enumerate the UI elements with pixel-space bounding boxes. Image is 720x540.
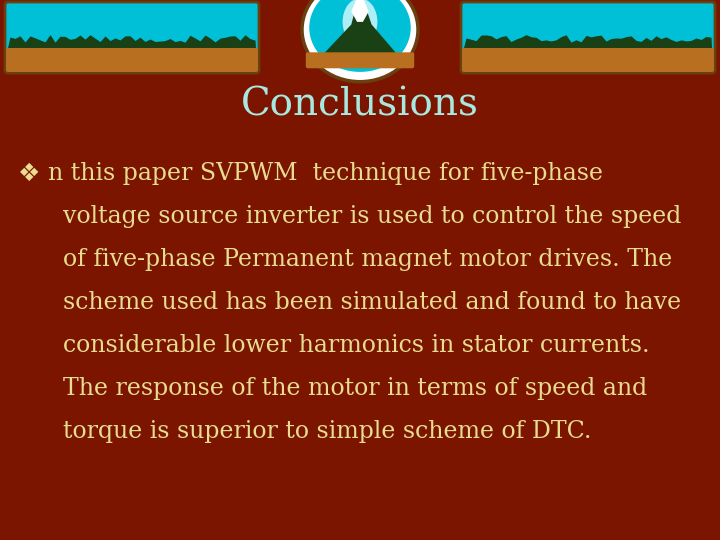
- Text: torque is superior to simple scheme of DTC.: torque is superior to simple scheme of D…: [48, 420, 592, 443]
- FancyBboxPatch shape: [5, 2, 259, 73]
- Text: Conclusions: Conclusions: [241, 86, 479, 124]
- Text: considerable lower harmonics in stator currents.: considerable lower harmonics in stator c…: [48, 334, 649, 357]
- Ellipse shape: [310, 0, 410, 72]
- FancyBboxPatch shape: [462, 48, 714, 72]
- Polygon shape: [464, 35, 712, 70]
- Polygon shape: [8, 35, 256, 70]
- Text: scheme used has been simulated and found to have: scheme used has been simulated and found…: [48, 291, 681, 314]
- Polygon shape: [351, 0, 369, 22]
- Polygon shape: [320, 0, 400, 58]
- Ellipse shape: [343, 0, 377, 45]
- Text: of five-phase Permanent magnet motor drives. The: of five-phase Permanent magnet motor dri…: [48, 248, 672, 271]
- FancyBboxPatch shape: [461, 2, 715, 73]
- Text: n this paper SVPWM  technique for five-phase: n this paper SVPWM technique for five-ph…: [48, 162, 603, 185]
- Text: voltage source inverter is used to control the speed: voltage source inverter is used to contr…: [48, 205, 681, 228]
- Text: The response of the motor in terms of speed and: The response of the motor in terms of sp…: [48, 377, 647, 400]
- FancyBboxPatch shape: [306, 52, 414, 68]
- Ellipse shape: [302, 0, 418, 82]
- FancyBboxPatch shape: [6, 48, 258, 72]
- Text: ❖: ❖: [18, 162, 40, 186]
